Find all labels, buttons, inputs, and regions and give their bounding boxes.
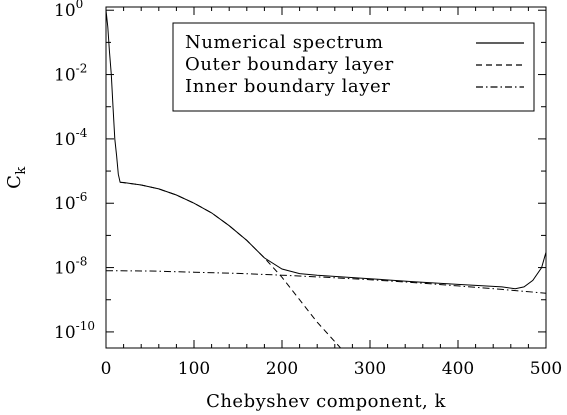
x-axis: 0 100 200 300 400 500: [101, 7, 562, 379]
legend-label-1: Numerical spectrum: [185, 32, 384, 53]
x-tick-label: 500: [530, 359, 562, 379]
x-tick-label: 400: [442, 359, 474, 379]
legend-label-2: Outer boundary layer: [185, 54, 394, 75]
x-tick-label: 0: [101, 359, 112, 379]
y-axis-label: Ck: [4, 166, 29, 189]
plot-area: [106, 10, 546, 348]
legend-label-3: Inner boundary layer: [185, 76, 390, 97]
x-tick-label: 200: [266, 359, 298, 379]
y-tick-label: 100: [54, 0, 83, 21]
y-axis-label-main: C: [4, 175, 25, 189]
y-axis: 100 10-2 10-4 10-6 10-8 10-10: [54, 0, 546, 343]
x-tick-label: 300: [354, 359, 386, 379]
y-axis-label-subscript: k: [14, 166, 29, 174]
series-line-2: [120, 181, 342, 348]
x-tick-label: 100: [178, 359, 210, 379]
legend-box: [172, 22, 535, 112]
y-tick-label: 10-4: [54, 126, 88, 150]
series-line-3: [106, 270, 546, 294]
series-line-1: [106, 10, 546, 290]
y-tick-label: 10-6: [54, 190, 87, 214]
y-tick-label: 10-10: [54, 319, 95, 343]
plot-frame: [105, 6, 547, 349]
x-axis-label: Chebyshev component, k: [206, 391, 446, 412]
y-tick-label: 10-2: [54, 62, 87, 86]
y-tick-label: 10-8: [54, 255, 87, 279]
